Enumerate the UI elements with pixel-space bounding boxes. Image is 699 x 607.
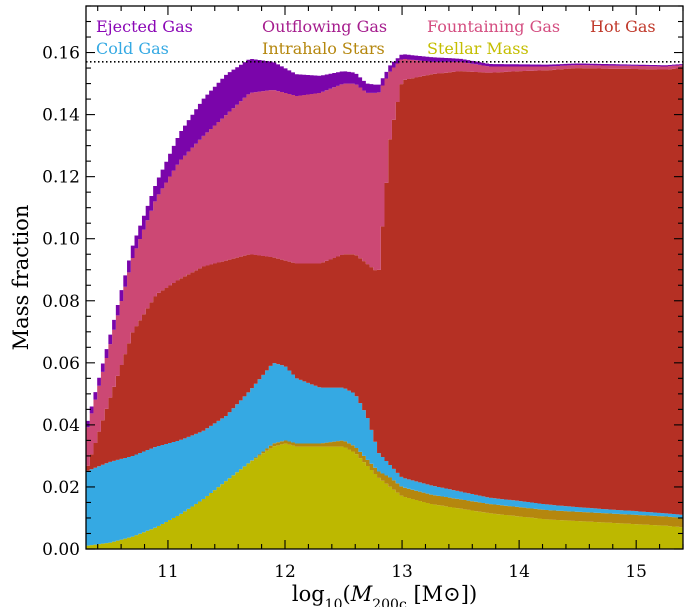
legend-item-ejected-gas: Ejected Gas: [96, 17, 193, 36]
legend-item-stellar-mass: Stellar Mass: [427, 39, 529, 58]
legend-item-outflowing-gas: Outflowing Gas: [262, 17, 387, 36]
x-axis-label: log10(M200c [M⊙]): [292, 582, 477, 607]
x-tick-label: 14: [508, 562, 530, 582]
y-tick-label: 0.10: [42, 230, 80, 250]
x-tick-label: 12: [274, 562, 296, 582]
y-axis-ticks: 0.00 0.02 0.04 0.06 0.08 0.10 0.12 0.14 0.16: [42, 5, 683, 560]
y-tick-label: 0.04: [42, 416, 80, 436]
y-tick-label: 0.00: [42, 540, 80, 560]
legend-item-cold-gas: Cold Gas: [96, 39, 169, 58]
y-tick-label: 0.06: [42, 354, 80, 374]
y-tick-label: 0.08: [42, 292, 80, 312]
y-axis-label: Mass fraction: [9, 205, 33, 351]
legend: Ejected Gas Outflowing Gas Fountaining Gas…: [96, 17, 656, 58]
area-fountaining-gas: [86, 59, 683, 466]
plot-frame: [85, 5, 684, 550]
y-tick-label: 0.12: [42, 168, 80, 188]
area-cold-gas: [86, 363, 683, 546]
y-tick-label: 0.16: [42, 44, 80, 64]
y-tick-label: 0.02: [42, 478, 80, 498]
x-tick-label: 11: [157, 562, 179, 582]
area-hot-gas: [86, 68, 683, 515]
area-stellar-mass: [86, 443, 683, 549]
legend-item-intrahalo-stars: Intrahalo Stars: [262, 39, 385, 58]
x-axis-ticks: 11 12 13 14 15: [97, 6, 684, 582]
stacked-areas: [86, 54, 683, 549]
legend-item-hot-gas: Hot Gas: [590, 17, 656, 36]
x-tick-label: 15: [625, 562, 647, 582]
legend-item-fountaining-gas: Fountaining Gas: [427, 17, 560, 36]
y-tick-label: 0.14: [42, 106, 80, 126]
x-tick-label: 13: [391, 562, 413, 582]
